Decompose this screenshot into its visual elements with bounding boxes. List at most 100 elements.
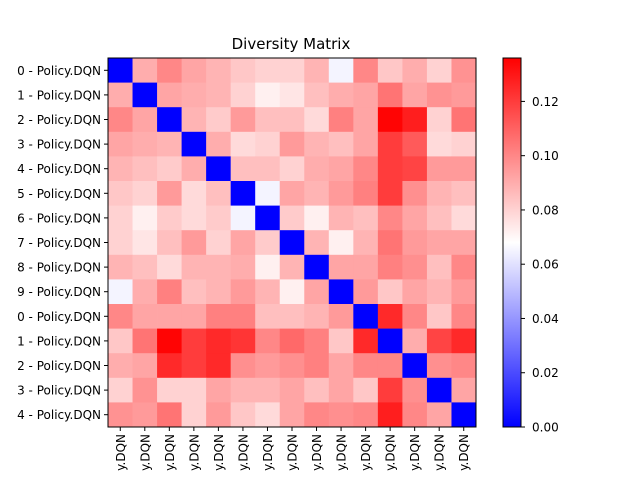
heatmap-cell: [132, 82, 158, 108]
heatmap-cell: [279, 254, 305, 280]
heatmap-cell: [157, 82, 182, 108]
heatmap-cell: [132, 254, 158, 280]
heatmap-cell: [230, 402, 256, 428]
colorbar-tick-label: 0.02: [532, 366, 559, 380]
heatmap-cell: [157, 205, 182, 231]
heatmap-cell: [451, 377, 477, 403]
heatmap-cell: [353, 328, 379, 354]
heatmap-cell: [157, 230, 182, 256]
heatmap-cell: [426, 279, 452, 305]
heatmap-cell: [157, 402, 182, 428]
heatmap-cell: [304, 107, 330, 133]
row-tick-label: 0 - Policy.DQN: [17, 310, 101, 324]
column-tick-label: y.DQN: [212, 434, 226, 471]
heatmap-cell: [451, 131, 477, 157]
heatmap-cell: [132, 58, 158, 83]
heatmap-cell: [279, 131, 305, 157]
heatmap-cell: [353, 131, 379, 157]
heatmap-cell: [181, 58, 207, 83]
heatmap-cell: [255, 82, 281, 108]
heatmap-cell: [426, 377, 452, 403]
chart-title: Diversity Matrix: [232, 35, 351, 53]
heatmap-cell: [328, 279, 354, 305]
heatmap-cell: [304, 205, 330, 231]
heatmap-cell: [304, 230, 330, 256]
heatmap-cell: [157, 377, 182, 403]
heatmap-cell: [132, 328, 158, 354]
heatmap-cell: [108, 254, 133, 280]
column-tick-labels: y.DQN y.DQN y.DQN y.DQN y.DQN y.DQN y.DQN y.DQN…: [114, 427, 471, 471]
heatmap-cell: [426, 230, 452, 256]
heatmap-cell: [157, 58, 182, 83]
heatmap-cell: [353, 156, 379, 182]
heatmap-cell: [377, 353, 403, 379]
column-tick-label: y.DQN: [261, 434, 275, 471]
heatmap-cell: [304, 328, 330, 354]
heatmap-cell: [108, 181, 133, 206]
heatmap-cell: [181, 353, 207, 379]
heatmap-cell: [230, 377, 256, 403]
heatmap-cell: [353, 230, 379, 256]
column-tick-label: y.DQN: [114, 434, 128, 471]
heatmap-cell: [181, 254, 207, 280]
heatmap-cell: [328, 156, 354, 182]
heatmap-cell: [402, 131, 428, 157]
heatmap-cell: [328, 402, 354, 428]
row-tick-label: 6 - Policy.DQN: [17, 211, 101, 225]
colorbar-tick-label: 0.04: [532, 312, 559, 326]
colorbar-tick-label: 0.06: [532, 258, 559, 272]
column-tick-label: y.DQN: [187, 434, 201, 471]
heatmap-cell: [304, 377, 330, 403]
heatmap-cell: [279, 205, 305, 231]
colorbar-tick-label: 0.00: [532, 421, 559, 435]
heatmap-cell: [206, 377, 232, 403]
row-tick-label: 0 - Policy.DQN: [17, 64, 101, 78]
heatmap-cell: [181, 131, 207, 157]
heatmap-cell: [402, 82, 428, 108]
heatmap-cell: [377, 131, 403, 157]
heatmap-cell: [304, 181, 330, 206]
heatmap-cell: [304, 254, 330, 280]
heatmap-cell: [132, 131, 158, 157]
heatmap-cell: [181, 82, 207, 108]
heatmap-cell: [230, 107, 256, 133]
heatmap-cell: [426, 402, 452, 428]
heatmap-cell: [181, 377, 207, 403]
heatmap-cell: [230, 82, 256, 108]
heatmap-cell: [255, 205, 281, 231]
column-tick-label: y.DQN: [359, 434, 373, 471]
heatmap-cell: [132, 181, 158, 206]
heatmap-cell: [230, 254, 256, 280]
heatmap-cell: [108, 328, 133, 354]
heatmap-cell: [132, 377, 158, 403]
heatmap-cell: [206, 82, 232, 108]
heatmap-cell: [157, 353, 182, 379]
heatmap-cell: [353, 58, 379, 83]
heatmap-cell: [108, 131, 133, 157]
heatmap-cell: [377, 107, 403, 133]
heatmap-cell: [108, 205, 133, 231]
heatmap-cell: [402, 230, 428, 256]
heatmap-cell: [377, 377, 403, 403]
heatmap-cell: [402, 402, 428, 428]
heatmap-cell: [132, 279, 158, 305]
heatmap-cell: [132, 353, 158, 379]
heatmap-cell: [377, 82, 403, 108]
heatmap-cell: [402, 377, 428, 403]
heatmap-cell: [402, 304, 428, 329]
heatmap-cell: [426, 328, 452, 354]
heatmap-cell: [426, 82, 452, 108]
column-tick-label: y.DQN: [408, 434, 422, 471]
colorbar-ticks: 0.00 0.02 0.04 0.06 0.08 0.10 0.12: [521, 95, 559, 435]
heatmap-cell: [328, 181, 354, 206]
heatmap-cell: [132, 205, 158, 231]
heatmap-cell: [304, 156, 330, 182]
heatmap-cell: [377, 254, 403, 280]
heatmap-cell: [157, 181, 182, 206]
heatmap-cell: [255, 107, 281, 133]
heatmap-cell: [426, 304, 452, 329]
heatmap-cell: [255, 131, 281, 157]
heatmap-cell: [230, 328, 256, 354]
heatmap-cell: [206, 156, 232, 182]
heatmap-cell: [108, 279, 133, 305]
